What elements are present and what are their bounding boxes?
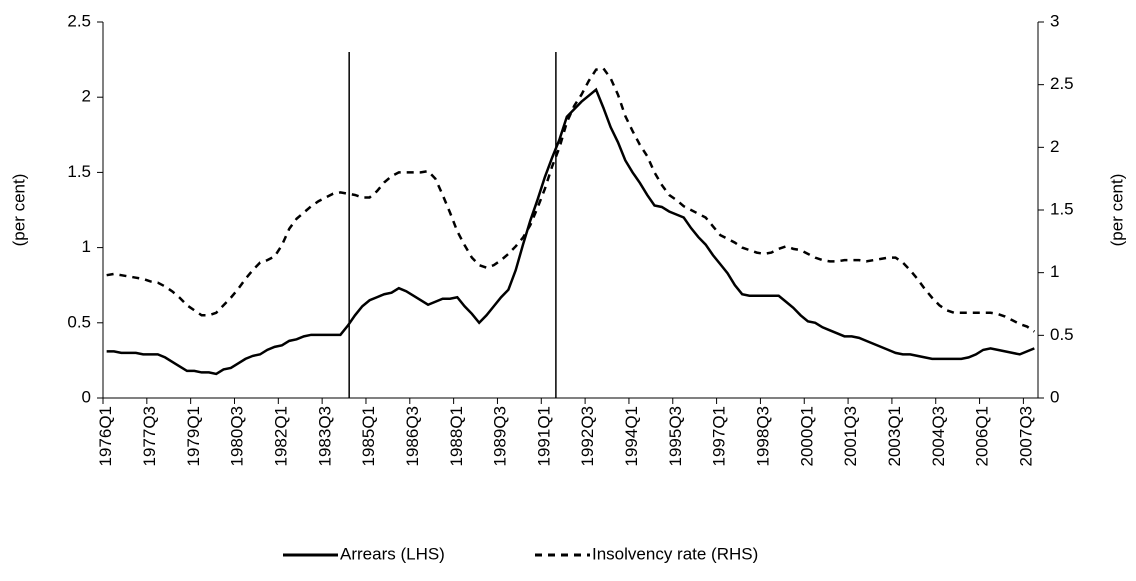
x-tick-label: 2006Q1 — [973, 406, 992, 467]
y2-tick-label: 3 — [1050, 11, 1059, 30]
y-tick-label: 0.5 — [67, 312, 91, 331]
y2-tick-label: 1 — [1050, 262, 1059, 281]
y2-tick-label: 2.5 — [1050, 74, 1074, 93]
x-tick-label: 2003Q1 — [885, 406, 904, 467]
y2-tick-label: 0 — [1050, 387, 1059, 406]
x-tick-label: 1998Q3 — [754, 406, 773, 467]
x-tick-label: 1991Q1 — [534, 406, 553, 467]
x-tick-label: 1994Q1 — [622, 406, 641, 467]
y-tick-label: 2 — [82, 87, 91, 106]
x-tick-label: 1985Q1 — [359, 406, 378, 467]
x-tick-label: 1989Q3 — [491, 406, 510, 467]
y-tick-label: 1 — [82, 237, 91, 256]
y2-tick-label: 2 — [1050, 137, 1059, 156]
legend-label: Insolvency rate (RHS) — [592, 544, 758, 563]
x-tick-label: 1983Q3 — [315, 406, 334, 467]
x-tick-label: 1982Q1 — [271, 406, 290, 467]
x-tick-label: 2001Q3 — [841, 406, 860, 467]
x-tick-label: 1977Q3 — [140, 406, 159, 467]
y-tick-label: 2.5 — [67, 11, 91, 30]
x-tick-label: 2007Q3 — [1017, 406, 1036, 467]
y-tick-label: 0 — [82, 387, 91, 406]
legend-label: Arrears (LHS) — [340, 544, 445, 563]
x-tick-label: 2004Q3 — [929, 406, 948, 467]
x-tick-label: 1979Q1 — [184, 406, 203, 467]
y-axis-label: (per cent) — [9, 174, 28, 247]
x-tick-label: 1995Q3 — [666, 406, 685, 467]
series-line — [106, 67, 1036, 333]
y2-axis-label: (per cent) — [1107, 174, 1126, 247]
series-line — [106, 87, 1035, 376]
x-tick-label: 1997Q1 — [710, 406, 729, 467]
y-tick-label: 1.5 — [67, 162, 91, 181]
x-tick-label: 1986Q3 — [403, 406, 422, 467]
x-tick-label: 1976Q1 — [96, 406, 115, 467]
y2-tick-label: 0.5 — [1050, 325, 1074, 344]
y2-tick-label: 1.5 — [1050, 199, 1074, 218]
x-tick-label: 1988Q1 — [447, 406, 466, 467]
x-tick-label: 1992Q3 — [578, 406, 597, 467]
x-tick-label: 1980Q3 — [228, 406, 247, 467]
x-tick-label: 2000Q1 — [797, 406, 816, 467]
